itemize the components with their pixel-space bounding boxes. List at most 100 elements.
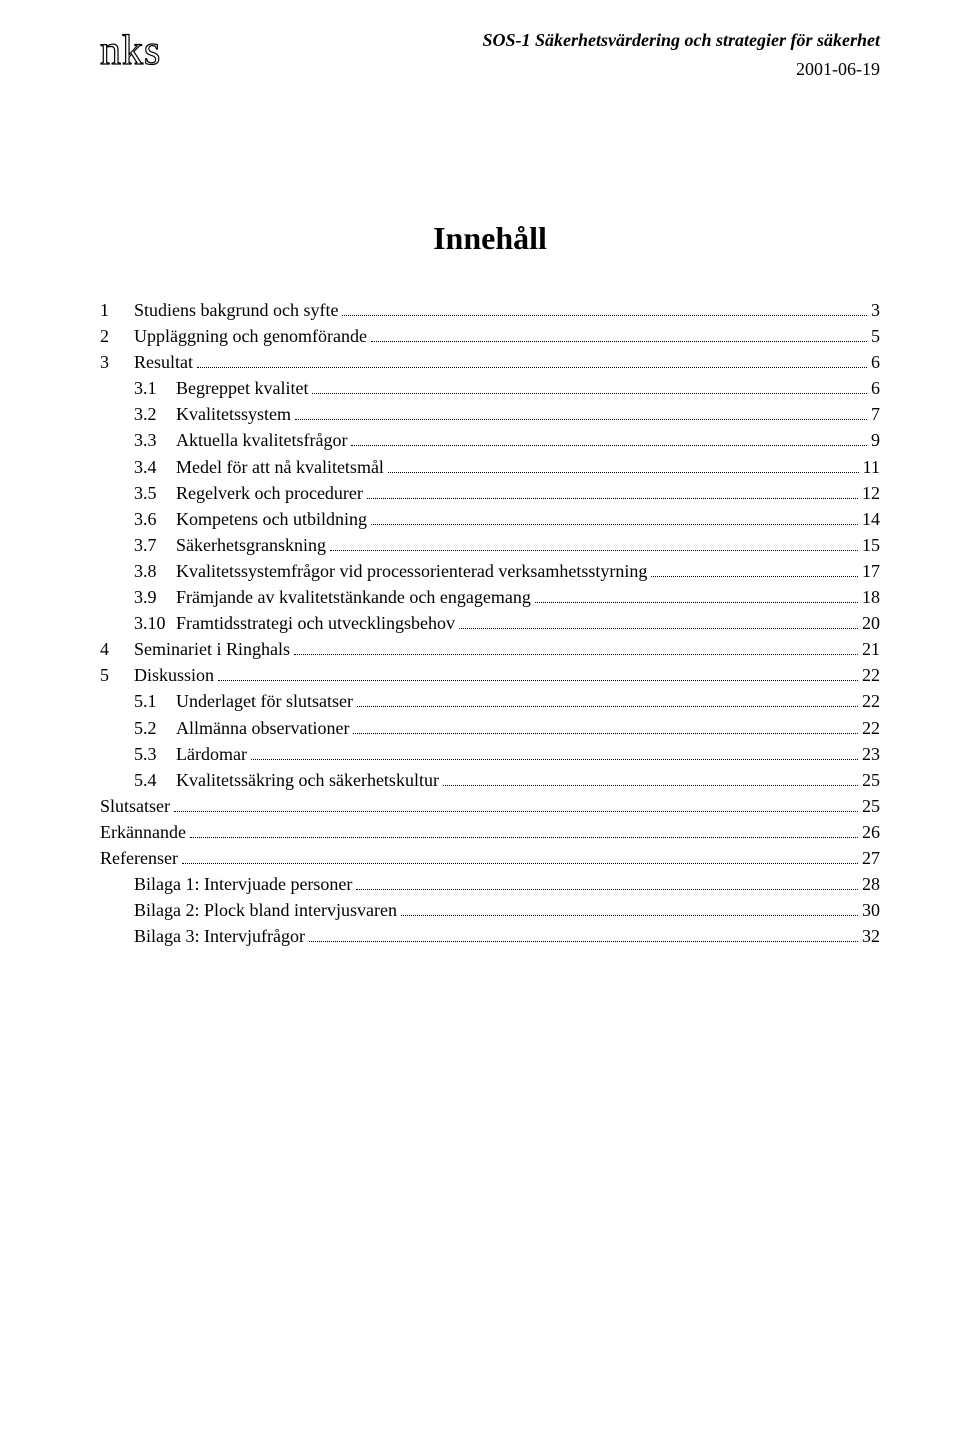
toc-label: Aktuella kvalitetsfrågor [176, 427, 347, 453]
toc-label: Lärdomar [176, 741, 247, 767]
toc-line: 3.2Kvalitetssystem7 [100, 401, 880, 427]
toc-number: 5.2 [134, 715, 176, 741]
toc-number: 3.8 [134, 558, 176, 584]
toc-page-number: 30 [862, 897, 880, 923]
toc-leader [356, 875, 858, 890]
toc-leader [388, 457, 859, 472]
page-header: nks SOS-1 Säkerhetsvärdering och strateg… [100, 30, 880, 80]
toc-number: 3.7 [134, 532, 176, 558]
toc-leader [251, 744, 858, 759]
toc-leader [351, 431, 867, 446]
toc-leader [371, 327, 867, 342]
toc-number: 3.9 [134, 584, 176, 610]
toc-leader [312, 379, 867, 394]
toc-page-number: 14 [862, 506, 880, 532]
toc-label: Erkännande [100, 819, 186, 845]
toc-line: 5.4Kvalitetssäkring och säkerhetskultur2… [100, 767, 880, 793]
toc-label: Kvalitetssystemfrågor vid processoriente… [176, 558, 647, 584]
toc-page-number: 32 [862, 923, 880, 949]
toc-leader [197, 353, 867, 368]
logo: nks [100, 30, 161, 72]
toc-line: 3.7Säkerhetsgranskning15 [100, 532, 880, 558]
toc-page-number: 20 [862, 610, 880, 636]
toc-title: Innehåll [100, 220, 880, 257]
toc-line: Bilaga 3: Intervjufrågor 32 [100, 923, 880, 949]
toc-label: Bilaga 2: Plock bland intervjusvaren [134, 897, 397, 923]
toc-page-number: 6 [871, 375, 880, 401]
toc-leader [182, 849, 858, 864]
document-page: nks SOS-1 Säkerhetsvärdering och strateg… [0, 0, 960, 1435]
toc-line: 3.8Kvalitetssystemfrågor vid processorie… [100, 558, 880, 584]
toc-leader [443, 770, 858, 785]
toc-label: Främjande av kvalitetstänkande och engag… [176, 584, 531, 610]
toc-label: Framtidsstrategi och utvecklingsbehov [176, 610, 455, 636]
toc-number: 3.3 [134, 427, 176, 453]
toc-leader [651, 562, 858, 577]
header-right: SOS-1 Säkerhetsvärdering och strategier … [482, 30, 880, 80]
toc-page-number: 25 [862, 793, 880, 819]
toc-line: 3.3Aktuella kvalitetsfrågor 9 [100, 427, 880, 453]
toc-label: Studiens bakgrund och syfte [134, 297, 338, 323]
table-of-contents: 1Studiens bakgrund och syfte32Uppläggnin… [100, 297, 880, 949]
toc-number: 3 [100, 349, 134, 375]
toc-page-number: 22 [862, 688, 880, 714]
toc-leader [218, 666, 858, 681]
toc-leader [535, 588, 858, 603]
toc-line: Bilaga 1: Intervjuade personer28 [100, 871, 880, 897]
toc-page-number: 6 [871, 349, 880, 375]
toc-line: Erkännande 26 [100, 819, 880, 845]
toc-line: 2Uppläggning och genomförande 5 [100, 323, 880, 349]
toc-label: Resultat [134, 349, 193, 375]
toc-page-number: 22 [862, 715, 880, 741]
toc-label: Uppläggning och genomförande [134, 323, 367, 349]
toc-page-number: 17 [862, 558, 880, 584]
toc-number: 5.3 [134, 741, 176, 767]
toc-label: Bilaga 1: Intervjuade personer [134, 871, 352, 897]
toc-number: 3.6 [134, 506, 176, 532]
toc-number: 2 [100, 323, 134, 349]
toc-line: 5.2Allmänna observationer22 [100, 715, 880, 741]
toc-line: 5Diskussion22 [100, 662, 880, 688]
toc-number: 5 [100, 662, 134, 688]
toc-page-number: 9 [871, 427, 880, 453]
toc-label: Kvalitetssystem [176, 401, 291, 427]
toc-line: 3.10Framtidsstrategi och utvecklingsbeho… [100, 610, 880, 636]
toc-number: 5.1 [134, 688, 176, 714]
toc-page-number: 25 [862, 767, 880, 793]
toc-leader [174, 796, 858, 811]
toc-page-number: 27 [862, 845, 880, 871]
toc-number: 5.4 [134, 767, 176, 793]
toc-label: Kompetens och utbildning [176, 506, 367, 532]
toc-label: Slutsatser [100, 793, 170, 819]
toc-leader [353, 718, 858, 733]
toc-page-number: 18 [862, 584, 880, 610]
toc-label: Begreppet kvalitet [176, 375, 308, 401]
toc-label: Diskussion [134, 662, 214, 688]
toc-leader [367, 483, 858, 498]
toc-line: 3.1Begreppet kvalitet 6 [100, 375, 880, 401]
toc-page-number: 21 [862, 636, 880, 662]
toc-label: Referenser [100, 845, 178, 871]
toc-number: 4 [100, 636, 134, 662]
toc-leader [357, 692, 858, 707]
toc-line: 3Resultat 6 [100, 349, 880, 375]
toc-line: 5.3Lärdomar23 [100, 741, 880, 767]
toc-leader [371, 509, 858, 524]
toc-page-number: 12 [862, 480, 880, 506]
toc-number: 3.1 [134, 375, 176, 401]
toc-label: Bilaga 3: Intervjufrågor [134, 923, 305, 949]
toc-label: Regelverk och procedurer [176, 480, 363, 506]
toc-leader [294, 640, 858, 655]
logo-text: nks [100, 30, 161, 72]
toc-page-number: 15 [862, 532, 880, 558]
toc-leader [309, 927, 858, 942]
toc-page-number: 26 [862, 819, 880, 845]
toc-label: Seminariet i Ringhals [134, 636, 290, 662]
toc-page-number: 5 [871, 323, 880, 349]
toc-page-number: 3 [871, 297, 880, 323]
header-date: 2001-06-19 [482, 59, 880, 80]
toc-number: 3.5 [134, 480, 176, 506]
toc-line: Slutsatser 25 [100, 793, 880, 819]
toc-number: 3.2 [134, 401, 176, 427]
toc-page-number: 11 [863, 454, 880, 480]
